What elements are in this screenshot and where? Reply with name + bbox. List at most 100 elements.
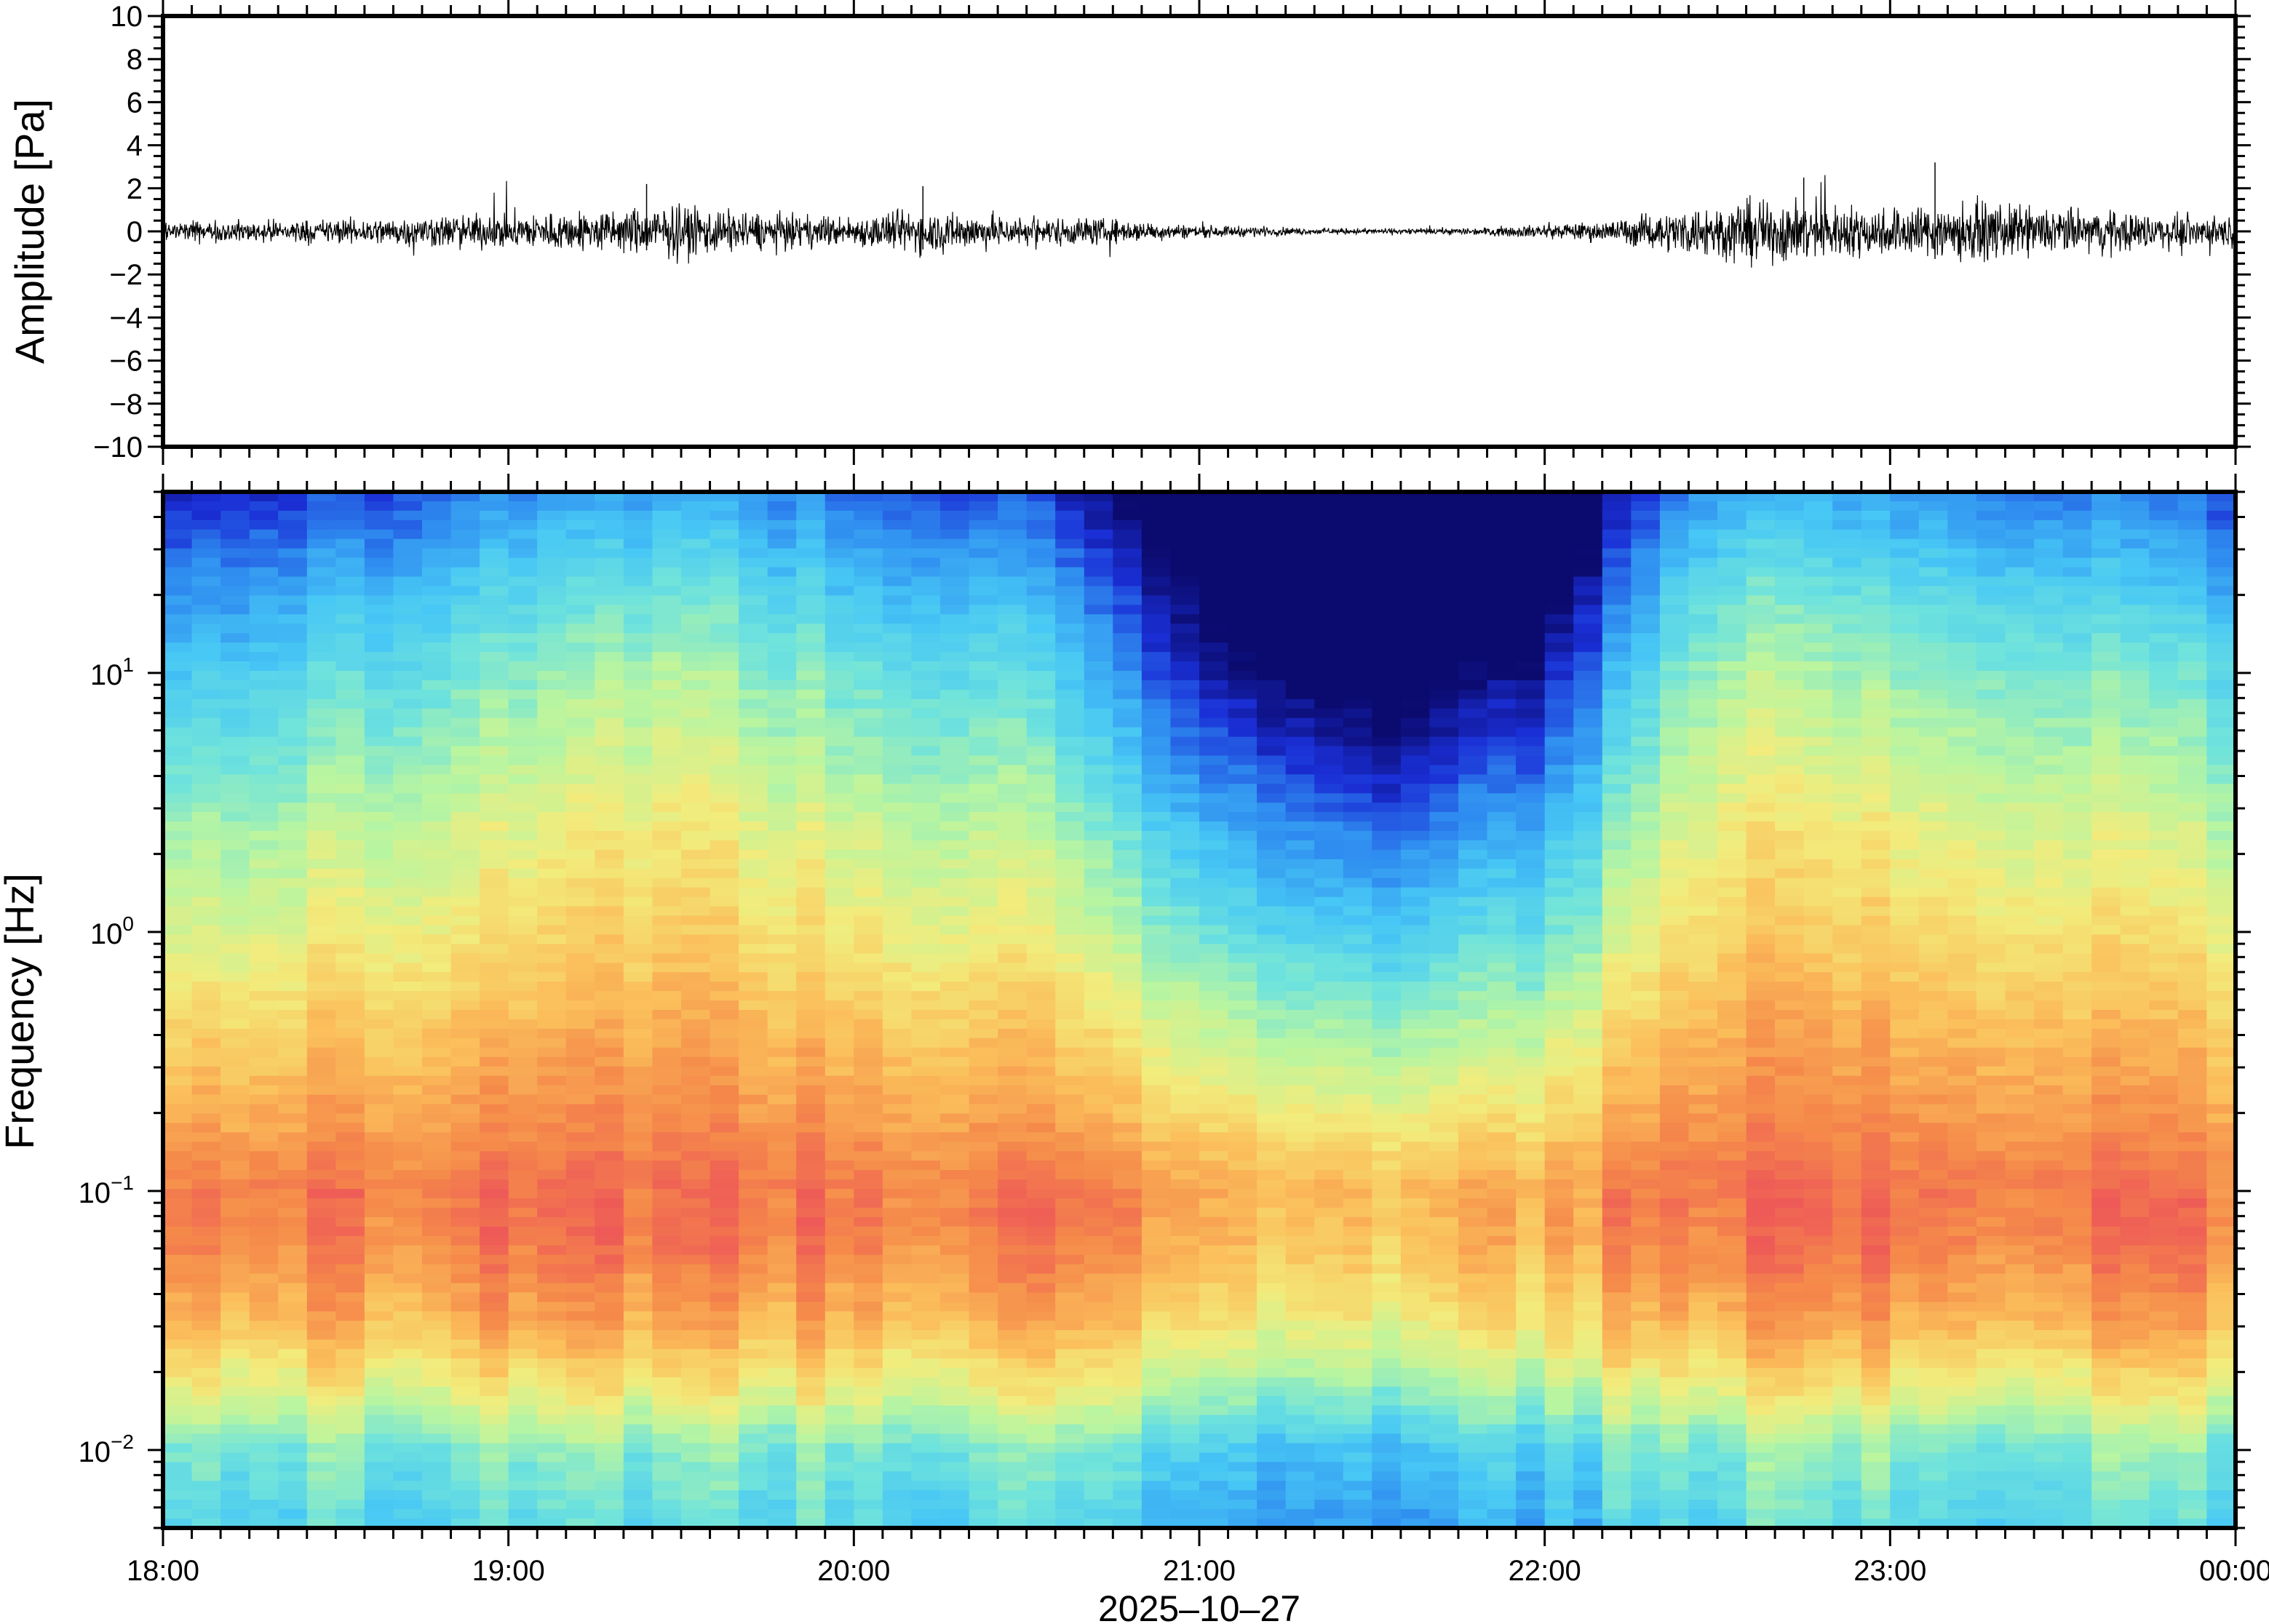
spectrogram-cell (739, 586, 768, 597)
spectrogram-cell (249, 642, 279, 653)
spectrogram-cell (364, 925, 394, 936)
spectrogram-cell (364, 1113, 394, 1124)
spectrogram-cell (191, 915, 221, 926)
spectrogram-cell (191, 1414, 221, 1425)
spectrogram-cell (1458, 548, 1488, 559)
spectrogram-cell (335, 1405, 365, 1416)
spectrogram-cell (1113, 1386, 1143, 1397)
spectrogram-cell (249, 520, 279, 530)
spectrogram-cell (1055, 1367, 1085, 1378)
spectrogram-cell (739, 614, 768, 624)
spectrogram-cell (306, 963, 337, 973)
spectrogram-cell (652, 944, 682, 955)
spectrogram-cell (450, 877, 480, 888)
spectrogram-cell (306, 821, 337, 832)
spectrogram-cell (306, 1245, 337, 1256)
spectrogram-cell (1228, 1075, 1257, 1086)
spectrogram-cell (191, 765, 221, 776)
spectrogram-cell (796, 1132, 826, 1142)
spectrogram-cell (767, 708, 798, 719)
spectrogram-cell (1228, 1273, 1257, 1284)
spectrogram-cell (710, 1028, 739, 1039)
spectrogram-cell (1113, 774, 1143, 785)
spectrogram-cell (998, 1283, 1028, 1294)
spectrogram-cell (1372, 1367, 1402, 1378)
spectrogram-cell (595, 1235, 624, 1246)
spectrogram-cell (1228, 529, 1257, 540)
spectrogram-cell (1170, 1123, 1200, 1133)
spectrogram-cell (940, 1245, 970, 1256)
spectrogram-cell (508, 1321, 539, 1331)
spectrogram-cell (1458, 652, 1488, 662)
spectrogram-cell (163, 1330, 193, 1340)
spectrogram-cell (969, 1321, 998, 1331)
spectrogram-cell (681, 821, 711, 832)
spectrogram-cell (969, 1471, 998, 1481)
spectrogram-cell (739, 595, 768, 606)
spectrogram-cell (450, 1405, 480, 1416)
spectrogram-cell (1055, 501, 1085, 512)
spectrogram-cell (1257, 501, 1287, 512)
spectrogram-cell (1343, 1235, 1373, 1246)
spectrogram-cell (652, 1321, 682, 1331)
spectrogram-cell (940, 1481, 970, 1491)
spectrogram-cell (480, 680, 509, 690)
spectrogram-cell (450, 642, 480, 653)
spectrogram-cell (739, 1302, 768, 1312)
spectrogram-cell (998, 1386, 1028, 1397)
spectrogram-cell (163, 661, 193, 672)
spectrogram-cell (335, 1452, 365, 1463)
spectrogram-cell (278, 557, 308, 568)
spectrogram-cell (364, 1321, 394, 1331)
spectrogram-cell (364, 1377, 394, 1388)
spectrogram-cell (450, 1358, 480, 1369)
spectrogram-cell (882, 567, 913, 578)
spectrogram-cell (824, 1433, 855, 1444)
spectrogram-cell (854, 944, 883, 955)
spectrogram-cell (537, 501, 567, 512)
spectrogram-cell (1400, 1481, 1431, 1491)
spectrogram-cell (364, 1235, 394, 1246)
spectrogram-cell (739, 1047, 768, 1058)
spectrogram-cell (681, 1405, 711, 1416)
spectrogram-cell (710, 859, 739, 869)
spectrogram-cell (249, 831, 279, 841)
spectrogram-cell (1285, 1170, 1316, 1180)
spectrogram-cell (306, 1358, 337, 1369)
spectrogram-cell (565, 972, 596, 982)
spectrogram-cell (1458, 736, 1488, 747)
spectrogram-cell (595, 1151, 624, 1161)
spectrogram-cell (1113, 1500, 1143, 1510)
spectrogram-cell (767, 1189, 798, 1199)
spectrogram-cell (335, 1283, 365, 1294)
spectrogram-cell (393, 868, 423, 879)
spectrogram-cell (882, 1094, 913, 1105)
spectrogram-cell (1458, 633, 1488, 643)
spectrogram-cell (652, 736, 682, 747)
spectrogram-cell (1055, 1000, 1085, 1011)
spectrogram-cell (163, 1189, 193, 1199)
spectrogram-cell (220, 1264, 250, 1275)
spectrogram-cell (1141, 1198, 1172, 1209)
spectrogram-cell (450, 1245, 480, 1256)
spectrogram-cell (249, 586, 279, 597)
spectrogram-cell (969, 877, 998, 888)
spectrogram-cell (998, 1471, 1028, 1481)
spectrogram-cell (1372, 1283, 1402, 1294)
spectrogram-cell (480, 1321, 509, 1331)
spectrogram-cell (739, 746, 768, 757)
spectrogram-cell (911, 595, 941, 606)
spectrogram-cell (969, 689, 998, 700)
spectrogram-cell (220, 492, 250, 502)
spectrogram-cell (364, 671, 394, 681)
spectrogram-cell (1026, 849, 1057, 860)
spectrogram-cell (1199, 1490, 1229, 1500)
spectrogram-cell (220, 972, 250, 982)
spectrogram-cell (998, 831, 1028, 841)
spectrogram-cell (1429, 1283, 1459, 1294)
spectrogram-cell (739, 1104, 768, 1115)
spectrogram-cell (1285, 1302, 1316, 1312)
spectrogram-cell (595, 1358, 624, 1369)
spectrogram-cell (537, 1490, 567, 1500)
spectrogram-cell (450, 840, 480, 851)
